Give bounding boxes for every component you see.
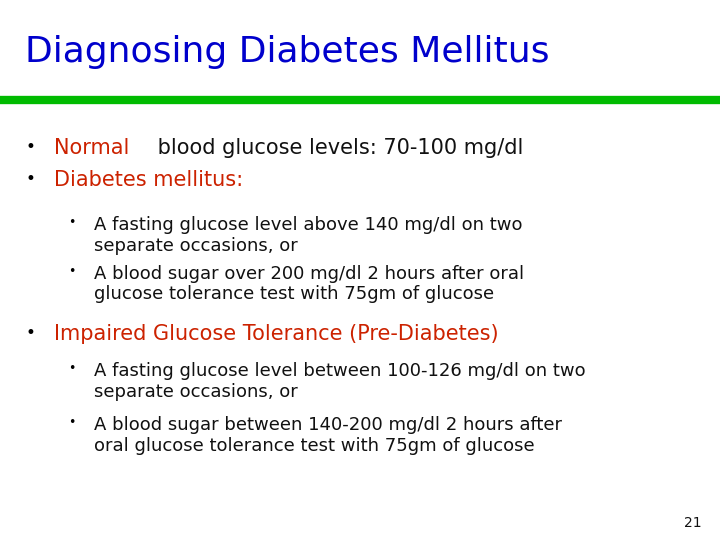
Text: •: •: [25, 138, 35, 156]
Text: A fasting glucose level between 100-126 mg/dl on two
separate occasions, or: A fasting glucose level between 100-126 …: [94, 362, 585, 401]
Text: •: •: [25, 324, 35, 342]
Text: •: •: [68, 216, 76, 229]
Text: •: •: [68, 265, 76, 278]
Text: Diabetes mellitus:: Diabetes mellitus:: [54, 170, 243, 190]
Text: A blood sugar between 140-200 mg/dl 2 hours after
oral glucose tolerance test wi: A blood sugar between 140-200 mg/dl 2 ho…: [94, 416, 562, 455]
Text: Impaired Glucose Tolerance (Pre-Diabetes): Impaired Glucose Tolerance (Pre-Diabetes…: [54, 324, 499, 344]
Text: A blood sugar over 200 mg/dl 2 hours after oral
glucose tolerance test with 75gm: A blood sugar over 200 mg/dl 2 hours aft…: [94, 265, 523, 303]
Text: •: •: [25, 170, 35, 188]
Text: •: •: [68, 416, 76, 429]
Text: 21: 21: [685, 516, 702, 530]
Text: •: •: [68, 362, 76, 375]
Text: Diagnosing Diabetes Mellitus: Diagnosing Diabetes Mellitus: [25, 35, 549, 69]
Text: Normal: Normal: [54, 138, 130, 158]
Text: A fasting glucose level above 140 mg/dl on two
separate occasions, or: A fasting glucose level above 140 mg/dl …: [94, 216, 522, 255]
Text: blood glucose levels: 70-100 mg/dl: blood glucose levels: 70-100 mg/dl: [151, 138, 523, 158]
